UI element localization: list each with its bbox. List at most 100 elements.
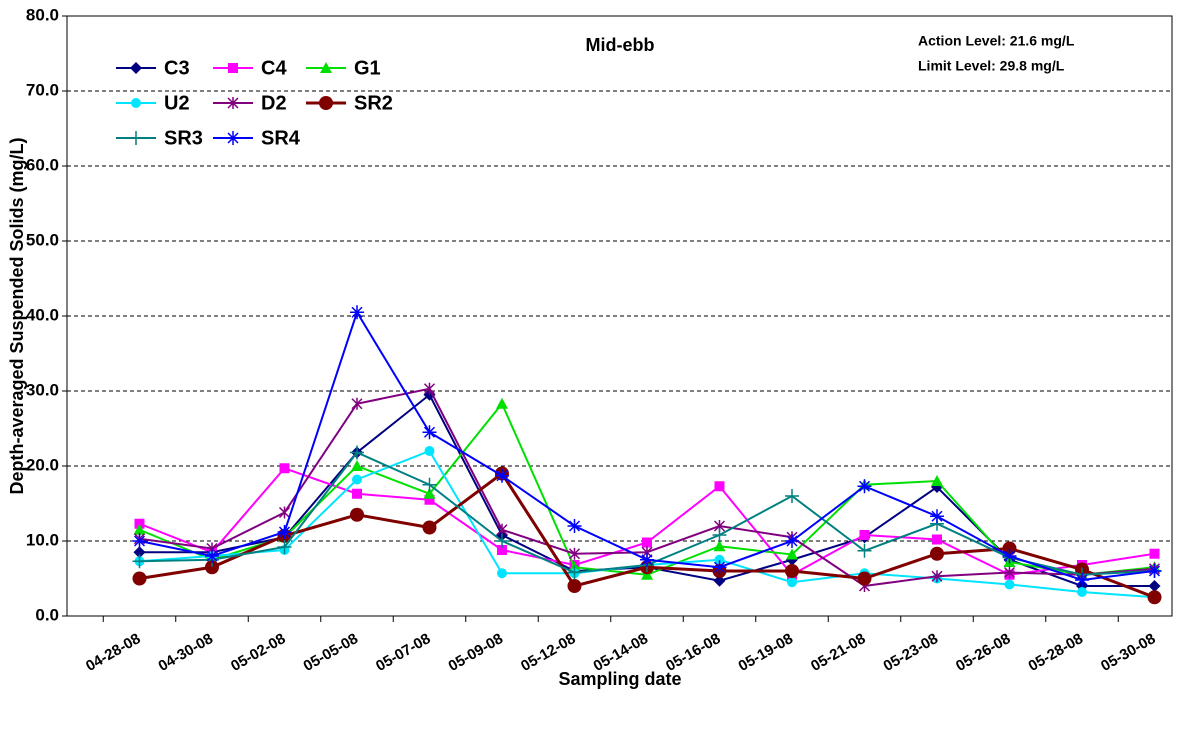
marker-shape — [1003, 566, 1016, 579]
marker — [277, 525, 292, 539]
plot-border — [66, 15, 1173, 617]
marker — [567, 579, 582, 593]
marker-shape — [350, 445, 364, 460]
marker-shape — [567, 579, 582, 593]
marker-shape — [567, 519, 582, 533]
marker-shape — [931, 475, 943, 486]
marker — [857, 479, 872, 494]
legend-label: SR2 — [354, 92, 393, 114]
marker — [785, 564, 799, 578]
legend-label: SR4 — [261, 127, 301, 149]
marker — [423, 382, 436, 395]
marker-shape — [496, 523, 508, 536]
x-axis-title: Sampling date — [558, 669, 681, 689]
marker — [1077, 587, 1087, 597]
marker — [1148, 580, 1161, 592]
marker — [931, 475, 943, 486]
y-tick-label: 10.0 — [26, 530, 59, 549]
marker-shape — [131, 98, 141, 108]
marker-shape — [857, 543, 872, 558]
marker — [423, 487, 436, 499]
marker-shape — [712, 528, 727, 542]
marker — [567, 565, 582, 580]
marker-shape — [132, 554, 147, 569]
marker-shape — [931, 570, 943, 583]
marker — [205, 560, 219, 575]
marker-shape — [497, 545, 507, 555]
marker — [497, 545, 507, 555]
marker — [1003, 566, 1016, 579]
marker-shape — [226, 131, 240, 145]
marker — [350, 305, 364, 320]
legend-label: C3 — [164, 57, 190, 79]
marker-shape — [785, 564, 799, 578]
marker — [714, 554, 725, 565]
marker-shape — [1147, 590, 1162, 605]
marker-shape — [423, 487, 436, 499]
marker-shape — [424, 494, 435, 505]
y-axis-title: Depth-averaged Suspended Solids (mg/L) — [7, 137, 27, 494]
marker — [642, 537, 652, 548]
marker-shape — [1002, 549, 1017, 563]
marker-shape — [424, 446, 435, 456]
legend-label: C4 — [261, 57, 287, 79]
marker-shape — [227, 97, 239, 109]
marker-shape — [352, 474, 362, 485]
marker — [352, 474, 362, 485]
marker-shape — [495, 534, 509, 548]
marker — [785, 534, 799, 548]
marker-shape — [352, 488, 362, 499]
marker-shape — [350, 305, 364, 320]
marker-shape — [423, 382, 436, 395]
marker — [319, 96, 333, 110]
marker-shape — [319, 96, 333, 110]
marker-shape — [932, 534, 942, 545]
legend-label: SR3 — [164, 127, 203, 149]
marker-shape — [350, 507, 364, 522]
marker — [568, 547, 581, 560]
marker-shape — [568, 547, 581, 560]
marker — [424, 494, 435, 505]
y-tick-label: 50.0 — [26, 230, 59, 249]
marker — [1075, 573, 1089, 587]
marker-shape — [714, 554, 725, 565]
marker-shape — [422, 520, 437, 535]
y-tick-label: 0.0 — [35, 605, 59, 624]
marker — [640, 552, 654, 567]
marker — [1002, 549, 1017, 563]
marker-shape — [786, 548, 798, 560]
marker — [1149, 548, 1160, 559]
y-tick-label: 60.0 — [26, 155, 59, 174]
marker — [496, 523, 508, 536]
marker-shape — [859, 530, 870, 540]
marker — [787, 577, 797, 588]
marker — [713, 540, 726, 552]
marker-shape — [422, 425, 437, 440]
marker-shape — [422, 477, 437, 492]
marker — [129, 131, 143, 145]
marker — [713, 574, 726, 587]
marker — [1147, 564, 1162, 578]
marker — [133, 523, 146, 535]
marker — [350, 445, 364, 460]
marker-shape — [642, 537, 652, 548]
marker-shape — [495, 468, 509, 483]
marker-shape — [713, 540, 726, 552]
marker-shape — [133, 546, 146, 559]
marker-shape — [567, 565, 582, 580]
marker — [930, 509, 944, 524]
marker — [226, 131, 240, 145]
marker — [228, 63, 238, 73]
marker-shape — [132, 571, 147, 586]
marker — [277, 540, 292, 554]
marker — [1004, 579, 1015, 590]
y-tick-label: 70.0 — [26, 80, 59, 99]
marker — [205, 549, 219, 563]
marker — [712, 560, 727, 575]
legend-label: G1 — [354, 57, 381, 79]
marker-shape — [351, 460, 363, 471]
marker-shape — [205, 549, 219, 563]
marker — [859, 530, 870, 540]
marker-shape — [712, 560, 727, 575]
